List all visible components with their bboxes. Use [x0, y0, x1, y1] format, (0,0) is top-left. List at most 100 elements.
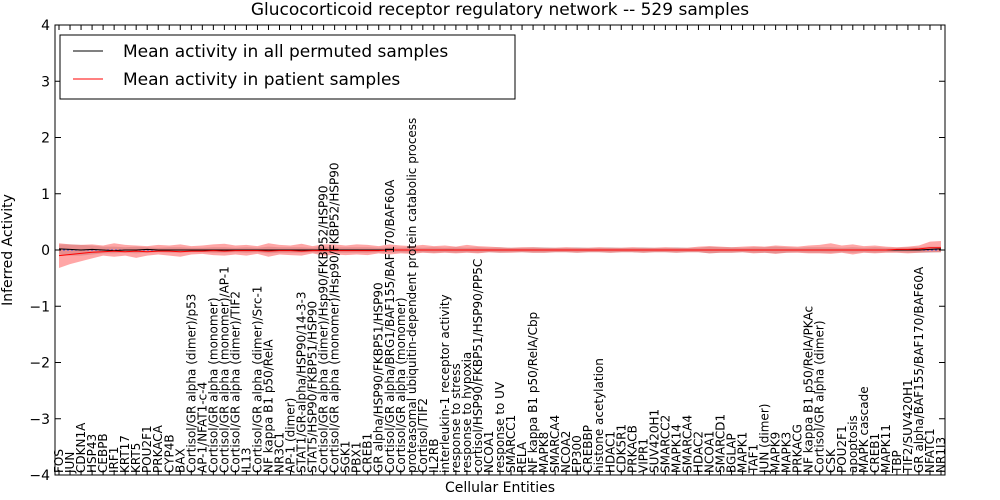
legend-box — [59, 34, 516, 100]
x-axis-label: Cellular Entities — [445, 480, 555, 496]
x-tick-labels: FOSJUNCDKN1AHSP43CEBPBIRF1KRT17KRT5POU2F… — [52, 118, 948, 474]
x-tick-label: TAF1 — [747, 444, 761, 474]
x-tick-label: response to stress — [449, 363, 463, 473]
x-tick-label: TBP — [890, 450, 904, 474]
x-tick-label: IL13 — [239, 448, 253, 474]
x-tick-label: SMARCC1 — [504, 415, 518, 473]
x-tick-label: MAPK11 — [879, 424, 893, 473]
x-tick-label: NF kappa B1 p50/RelA — [262, 339, 276, 473]
x-tick-label: BGLAP — [725, 433, 739, 473]
x-tick-label: CREB1 — [361, 433, 375, 473]
x-tick-label: EP300 — [570, 435, 584, 473]
x-tick-label: GR alpha/BAF155/BAF170/BAF60A — [912, 266, 926, 473]
x-tick-label: Cortisol/GR alpha (dimer)/Hsp90/FKBP52/H… — [317, 186, 331, 473]
x-tick-label: MAPK14 — [669, 424, 683, 473]
x-tick-label: JUN (dimer) — [758, 404, 772, 474]
x-tick-label: CSK — [824, 448, 838, 473]
x-tick-label: interleukin-1 receptor activity — [438, 294, 452, 473]
y-tick-label: −2 — [29, 356, 50, 372]
y-tick-label: −1 — [29, 299, 50, 315]
x-tick-label: Cortisol/GR alpha (monomer)/Hsp90/FKBP52… — [328, 163, 342, 474]
x-tick-label: NCOA1 — [703, 431, 717, 473]
y-axis: −4 −3 −2 −1 0 1 2 3 4 — [29, 18, 945, 484]
x-tick-label: response to UV — [493, 381, 507, 473]
y-tick-label: 4 — [41, 18, 50, 34]
x-tick-label: MAPK9 — [769, 432, 783, 473]
x-tick-label: KRT5 — [129, 443, 143, 473]
x-tick-label: SGK1 — [339, 441, 353, 473]
series-lines — [58, 247, 942, 257]
x-tick-label: CREB1 — [868, 433, 882, 473]
x-tick-label: AP-1/NFAT1-c-4 — [195, 382, 209, 473]
x-tick-label: SMARCC2 — [658, 415, 672, 473]
x-tick-label: NF kappa B1 p50/RelA/PKAc — [802, 306, 816, 473]
x-tick-label: SMARCA4 — [548, 415, 562, 473]
x-tick-label: MAPK cascade — [857, 386, 871, 473]
x-tick-label: Cortisol/GR alpha (monomer) — [206, 297, 220, 473]
x-tick-label: BAX — [173, 448, 187, 473]
x-tick-label: PRKACB — [625, 425, 639, 473]
x-tick-label: histone acetylation — [592, 358, 606, 473]
x-tick-label: TIF2/SUV420H1 — [901, 379, 915, 474]
x-tick-label: Cortisol/GR alpha (dimer)/p53 — [184, 294, 198, 473]
x-tick-label: PRKACA — [151, 424, 165, 473]
x-tick-label: HDAC2 — [692, 431, 706, 473]
y-axis-label: Inferred Activity — [0, 194, 16, 306]
x-tick-label: NCOA1 — [482, 431, 496, 473]
y-tick-label: 2 — [41, 131, 50, 147]
x-tick-label: VIPR1 — [636, 438, 650, 473]
legend: Mean activity in all permuted samples Me… — [59, 34, 516, 100]
x-tick-label: POU2F1 — [835, 425, 849, 473]
x-tick-label: Cortisol/GR alpha (dimer) — [813, 320, 827, 473]
chart-title: Glucocorticoid receptor regulatory netwo… — [251, 0, 749, 20]
x-tick-label: CEBPB — [96, 433, 110, 473]
x-tick-label: SUV420H1 — [647, 409, 661, 473]
x-ticks — [58, 25, 942, 475]
legend-label-permuted: Mean activity in all permuted samples — [123, 42, 448, 62]
y-tick-label: 3 — [41, 74, 50, 90]
x-tick-label: STAT5/HSP90/FKBP51/HSP90 — [306, 301, 320, 473]
plot-frame — [54, 24, 946, 476]
x-tick-label: NCOA2 — [559, 431, 573, 473]
band-patient — [59, 241, 941, 268]
x-tick-label: IRF1 — [107, 447, 121, 473]
x-tick-label: GR alpha/HSP90/FKBP51/HSP90 — [372, 282, 386, 473]
x-tick-label: HSP43 — [85, 434, 99, 473]
x-tick-label: MAPK1 — [736, 432, 750, 473]
x-tick-label: Cortisol/GR alpha/BRG1/BAF155/BAF170/BAF… — [383, 179, 397, 473]
x-tick-label: NF kappa B1 p50/RelA/Cbp — [526, 312, 540, 473]
x-tick-label: AP-1 (dimer) — [284, 398, 298, 473]
x-tick-label: SMARCD1 — [714, 414, 728, 473]
x-tick-label: MAPK8 — [537, 432, 551, 473]
y-tick-label: 0 — [41, 243, 50, 259]
x-tick-label: Cortisol/GR alpha (monomer)/AP-1 — [217, 266, 231, 473]
x-tick-label: Cortisol/GR alpha (dimer)/Src-1 — [251, 286, 265, 473]
x-tick-label: SMARCA4 — [680, 415, 694, 473]
x-tick-label: CDKN1A — [74, 422, 88, 473]
x-tick-label: PRKACG — [791, 424, 805, 473]
x-tick-label: Cortisol/TIF2 — [416, 398, 430, 473]
line-patient — [58, 247, 941, 257]
x-tick-label: RELA — [515, 441, 529, 473]
x-tick-label: CREBBP — [581, 425, 595, 473]
x-tick-label: NR1I3 — [934, 437, 948, 473]
legend-label-patient: Mean activity in patient samples — [123, 70, 400, 90]
x-tick-label: response to hypoxia — [460, 352, 474, 473]
x-tick-label: IL2RB — [427, 439, 441, 473]
x-tick-label: KRT17 — [118, 435, 132, 473]
x-tick-label: HDAC1 — [603, 431, 617, 473]
x-tick-label: Cortisol/GR alpha (monomer) — [394, 297, 408, 473]
x-tick-label: STAT1/GR-alpha/HSP90/14-3-3 — [295, 292, 309, 473]
x-tick-label: Cortisol/GR alpha (dimer)/TIF2 — [228, 291, 242, 473]
x-tick-label: JUN — [63, 452, 77, 474]
x-tick-label: cortisol/HSP90/FKBP51/HSP90/PP5C — [471, 259, 485, 473]
y-tick-label: 1 — [41, 187, 50, 203]
x-tick-label: CDK5R1 — [614, 424, 628, 473]
y-tick-label: −4 — [29, 468, 50, 484]
x-tick-label: CYP4B — [162, 434, 176, 473]
x-tick-label: NR3C1 — [273, 432, 287, 473]
x-tick-label: MAPK3 — [780, 432, 794, 473]
x-tick-label: POU2F1 — [140, 425, 154, 473]
x-tick-label: PBX1 — [350, 442, 364, 473]
